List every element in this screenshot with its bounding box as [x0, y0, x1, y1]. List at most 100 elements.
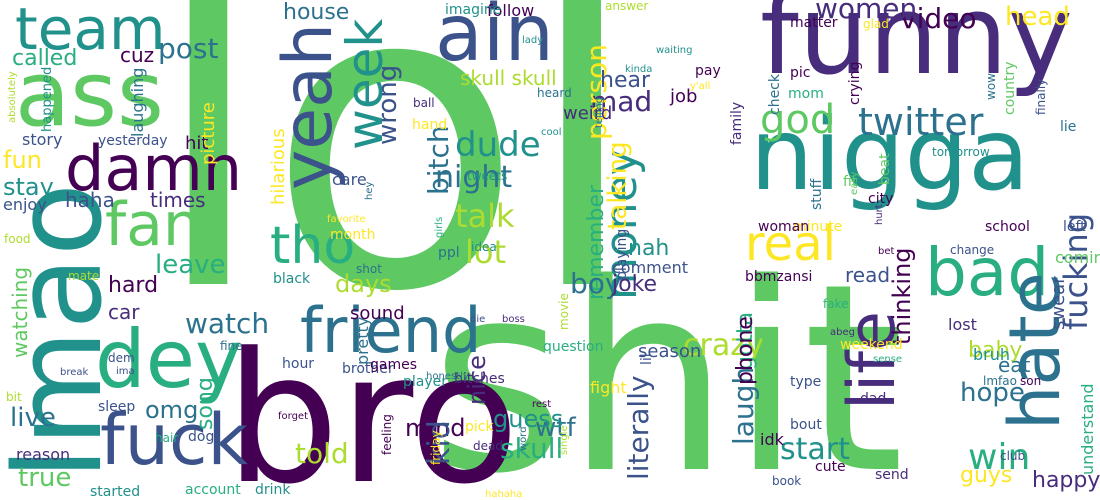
- cloud-word: food: [4, 232, 31, 246]
- cloud-word: forget: [278, 411, 308, 422]
- cloud-word: left: [1063, 219, 1086, 235]
- cloud-word: abeg: [830, 327, 855, 338]
- cloud-word: crying: [847, 61, 863, 105]
- cloud-word: cool: [541, 127, 562, 138]
- cloud-word: team: [15, 0, 166, 63]
- cloud-word: y'all: [690, 81, 711, 92]
- cloud-word: damn: [65, 132, 243, 205]
- cloud-word: cute: [815, 459, 846, 475]
- cloud-word: single: [559, 425, 570, 455]
- cloud-word: job: [670, 86, 698, 107]
- cloud-word: mom: [788, 86, 824, 102]
- cloud-word: friday: [429, 430, 443, 465]
- cloud-word: rest: [532, 399, 552, 410]
- cloud-word: minute: [793, 219, 843, 235]
- cloud-word: days: [335, 270, 392, 298]
- cloud-word: pic: [790, 65, 811, 81]
- cloud-word: reason: [16, 445, 71, 464]
- cloud-word: yesterday: [98, 133, 168, 149]
- cloud-word: read: [845, 263, 891, 287]
- cloud-word: dude: [455, 125, 541, 165]
- cloud-word: pick: [465, 419, 494, 435]
- cloud-word: talk: [455, 197, 515, 235]
- cloud-word: girls: [434, 216, 445, 238]
- cloud-word: god: [760, 97, 836, 143]
- cloud-word: fit: [843, 174, 858, 190]
- cloud-word: care: [332, 170, 367, 189]
- cloud-word: sound: [350, 303, 405, 324]
- cloud-word: called: [12, 46, 78, 71]
- cloud-word: account: [185, 482, 241, 498]
- cloud-word: games: [370, 357, 418, 373]
- cloud-word: send: [875, 467, 909, 483]
- cloud-word: month: [330, 227, 376, 243]
- cloud-word: hair: [155, 431, 179, 445]
- cloud-word: ain: [435, 0, 554, 79]
- cloud-word: friend: [300, 294, 482, 367]
- cloud-word: bitches: [454, 371, 505, 387]
- cloud-word: story: [22, 130, 63, 149]
- cloud-word: bout: [790, 417, 822, 433]
- cloud-word: song: [193, 377, 218, 430]
- cloud-word: laughing: [128, 67, 147, 137]
- cloud-word: skull: [500, 432, 564, 465]
- cloud-word: mad: [590, 85, 653, 118]
- cloud-word: lie: [1060, 119, 1077, 135]
- cloud-word: shit: [430, 229, 905, 500]
- cloud-word: hit: [185, 133, 209, 154]
- cloud-word: crazy: [683, 328, 764, 363]
- cloud-word: ima: [116, 366, 135, 377]
- cloud-word: beat: [877, 153, 893, 185]
- cloud-word: bro: [225, 315, 520, 500]
- cloud-word: stay: [3, 173, 54, 201]
- cloud-word: idk: [760, 430, 784, 449]
- cloud-word: twitter: [858, 100, 984, 144]
- cloud-word: city: [868, 191, 894, 207]
- cloud-word: happy: [1032, 468, 1100, 493]
- cloud-word: happened: [40, 66, 55, 132]
- cloud-word: matter: [790, 15, 838, 31]
- cloud-word: break: [60, 367, 89, 378]
- cloud-word: live: [10, 403, 56, 433]
- cloud-word: ass: [15, 42, 164, 147]
- cloud-word: bit: [6, 390, 22, 404]
- cloud-word: times: [150, 188, 206, 212]
- cloud-word: imagine: [445, 2, 502, 18]
- cloud-word: heard: [537, 86, 572, 100]
- cloud-word: guess: [493, 405, 564, 433]
- cloud-word: dog: [188, 429, 215, 445]
- cloud-word: dem: [108, 351, 135, 365]
- cloud-word: bruh: [973, 345, 1011, 364]
- cloud-word: hear: [600, 68, 651, 93]
- cloud-word: enjoy: [3, 195, 47, 214]
- cloud-word: finally: [1034, 78, 1048, 115]
- cloud-word: hand: [412, 117, 448, 133]
- cloud-word: ppl: [438, 245, 460, 261]
- cloud-word: watch: [185, 307, 270, 340]
- cloud-word: season: [638, 341, 702, 362]
- cloud-word: fine: [220, 339, 243, 353]
- cloud-word: start: [780, 432, 850, 467]
- cloud-word: woman: [758, 219, 810, 235]
- cloud-word: night: [435, 160, 513, 195]
- cloud-word: head: [1005, 2, 1070, 32]
- cloud-word: picture: [198, 102, 219, 165]
- cloud-word: post: [158, 32, 219, 65]
- cloud-word: bet: [878, 246, 895, 257]
- cloud-word: pay: [695, 63, 721, 79]
- cloud-word: bbmzansi: [745, 269, 813, 285]
- cloud-word: wrong: [373, 64, 403, 145]
- cloud-word: answer: [605, 0, 649, 13]
- cloud-word: playing: [614, 228, 630, 280]
- cloud-word: absolutely: [7, 71, 18, 123]
- cloud-word: hey: [364, 181, 375, 200]
- cloud-word: honestly: [426, 371, 469, 382]
- cloud-word: waiting: [656, 45, 693, 56]
- cloud-word: wow: [984, 73, 998, 100]
- cloud-word: movie: [557, 293, 571, 330]
- cloud-word: eat: [998, 353, 1031, 377]
- cloud-word: omg: [145, 396, 199, 424]
- cloud-word: lady: [522, 35, 544, 46]
- cloud-word: mate: [68, 269, 100, 283]
- cloud-word: lmfao: [983, 374, 1017, 388]
